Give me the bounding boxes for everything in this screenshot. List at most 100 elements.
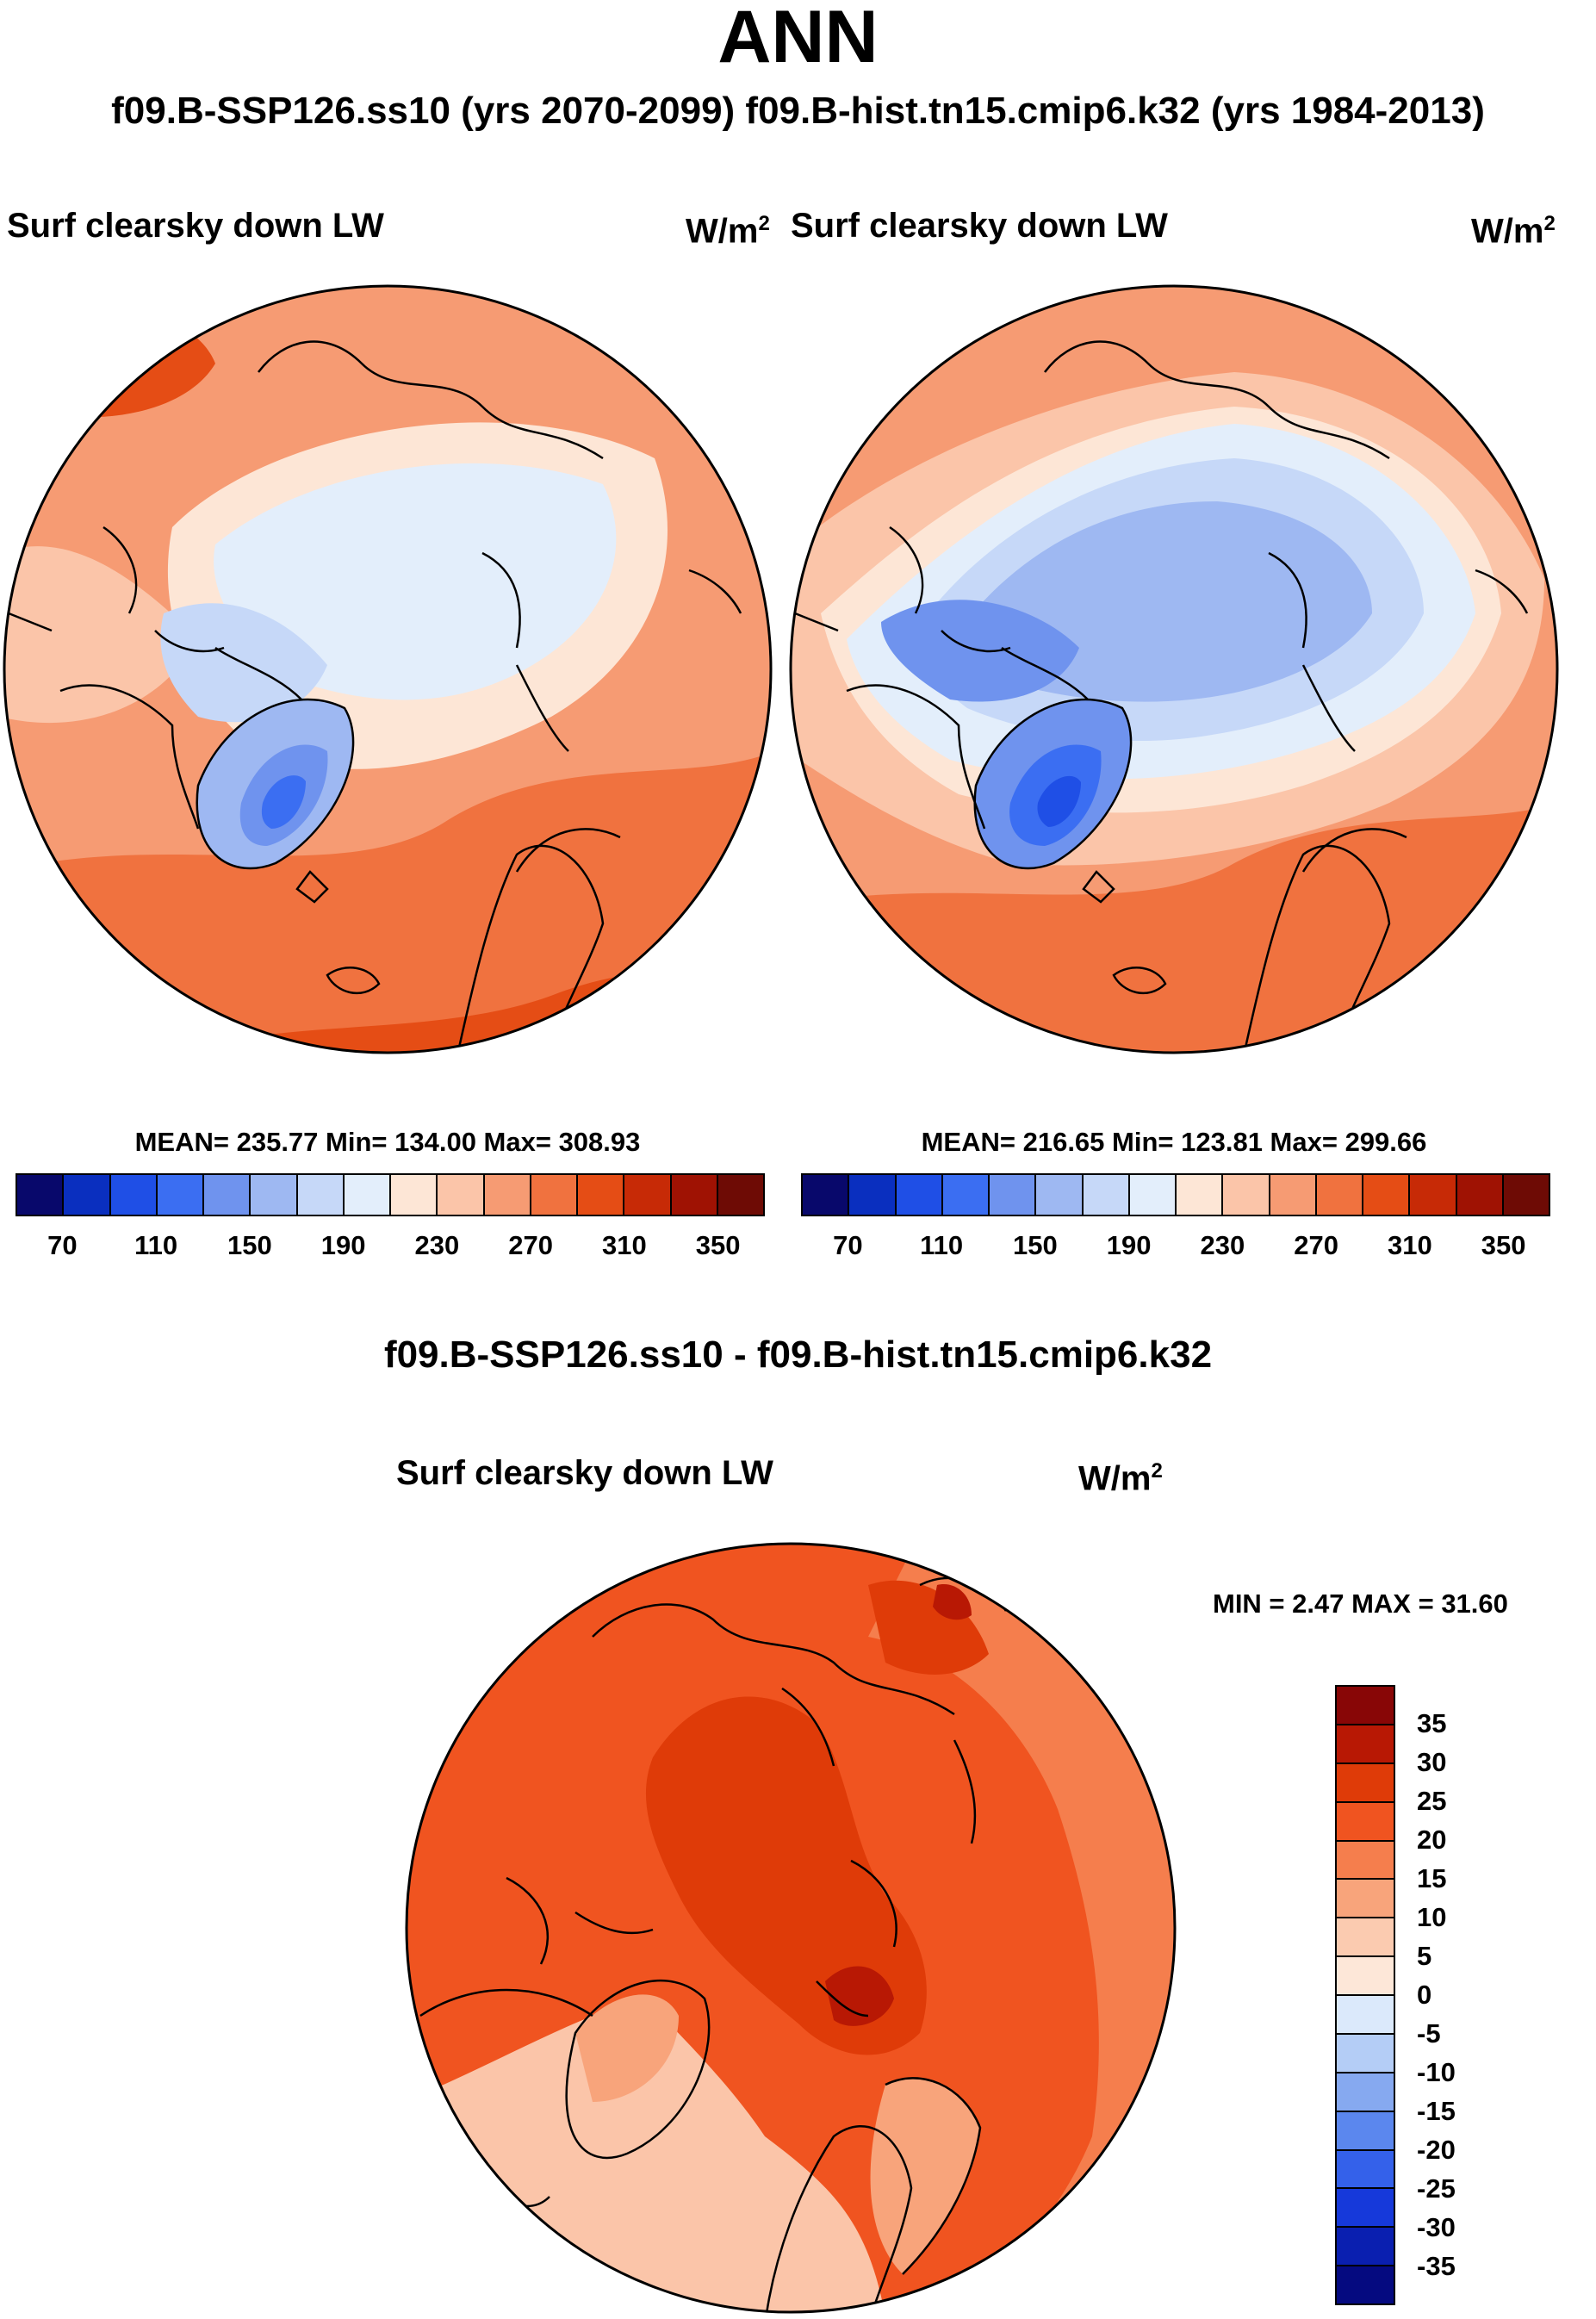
colorbar-tick-label: 270	[508, 1230, 553, 1260]
colorbar-tick-label: 150	[227, 1230, 272, 1260]
colorbar-cell	[1337, 1763, 1394, 1803]
colorbar-tick-label: 35	[1417, 1708, 1447, 1738]
coastlines	[419, 1576, 1008, 2312]
colorbar-cell	[1363, 1175, 1411, 1215]
coastlines	[794, 340, 1529, 1053]
colorbar-cell	[1083, 1175, 1130, 1215]
colorbar-tick-label: 0	[1417, 1980, 1432, 2010]
colorbar-cell	[204, 1175, 252, 1215]
diff-unit-label: W/m2	[1078, 1459, 1163, 1498]
colorbar-cell	[717, 1175, 763, 1215]
coastlines	[8, 340, 742, 1053]
colorbar-cell	[344, 1175, 391, 1215]
field-band-greenland-mild	[575, 1994, 679, 2102]
colorbar-cell	[1337, 1687, 1394, 1725]
field-band-max-kara	[825, 1966, 894, 2026]
colorbar-tick-label: 150	[1013, 1230, 1058, 1260]
colorbar-cell	[1337, 2189, 1394, 2229]
diff-colorbar	[1335, 1685, 1395, 2305]
colorbar-tick-label: -25	[1417, 2173, 1456, 2204]
colorbar-cell	[1456, 1175, 1504, 1215]
colorbar-cell	[1223, 1175, 1270, 1215]
colorbar-cell	[1337, 2266, 1394, 2303]
colorbar-tick-label: 350	[695, 1230, 741, 1260]
diff-stats: MIN = 2.47 MAX = 31.60	[1213, 1588, 1508, 1619]
colorbar-tick-label: 25	[1417, 1786, 1447, 1816]
colorbar-cell	[1337, 1841, 1394, 1881]
colorbar-tick-label: 20	[1417, 1825, 1447, 1855]
colorbar-cell	[110, 1175, 158, 1215]
colorbar-tick-label: -15	[1417, 2096, 1456, 2126]
colorbar-tick-label: 350	[1481, 1230, 1526, 1260]
right-polar-map	[789, 284, 1559, 1054]
field-band-moderate-east	[868, 1544, 1175, 2312]
colorbar-tick-label: -20	[1417, 2135, 1456, 2165]
left-polar-map	[3, 284, 773, 1054]
field-band-mild-west	[4, 546, 198, 724]
colorbar-tick-label: 70	[47, 1230, 78, 1260]
colorbar-cell	[1337, 1725, 1394, 1764]
colorbar-cell	[624, 1175, 672, 1215]
colorbar-cell	[17, 1175, 65, 1215]
left-colorbar	[16, 1173, 765, 1216]
map-boundary	[789, 284, 1559, 1054]
colorbar-tick-label: 190	[1106, 1230, 1152, 1260]
colorbar-cell	[1337, 1880, 1394, 1919]
colorbar-cell	[1177, 1175, 1224, 1215]
colorbar-cell	[1036, 1175, 1084, 1215]
colorbar-cell	[1503, 1175, 1549, 1215]
colorbar-tick-label: 230	[1200, 1230, 1245, 1260]
colorbar-cell	[1337, 1918, 1394, 1958]
colorbar-cell	[803, 1175, 850, 1215]
field-band-greenland-core	[1037, 775, 1081, 827]
colorbar-tick-label: 10	[1417, 1902, 1447, 1932]
right-unit-label: W/m2	[1471, 212, 1556, 251]
colorbar-cell	[896, 1175, 943, 1215]
field-band-cold-arctic	[214, 463, 617, 700]
main-title: ANN	[717, 0, 879, 78]
colorbar-cell	[531, 1175, 578, 1215]
field-band-strong-east-siberia	[868, 1580, 989, 1675]
right-variable-label: Surf clearsky down LW	[791, 207, 1168, 245]
colorbar-cell	[1337, 1996, 1394, 2035]
colorbar-tick-label: 70	[833, 1230, 863, 1260]
colorbar-tick-label: 310	[602, 1230, 647, 1260]
map-boundary	[3, 284, 773, 1054]
colorbar-cell	[391, 1175, 438, 1215]
colorbar-cell	[297, 1175, 345, 1215]
colorbar-tick-label: 190	[320, 1230, 366, 1260]
diff-variable-label: Surf clearsky down LW	[396, 1454, 773, 1492]
left-unit-label: W/m2	[686, 212, 770, 251]
colorbar-cell	[1337, 2150, 1394, 2190]
diff-colorbar-labels: 35 30 25 20 15 10 5 0 -5 -10 -15 -20 -25 -30 -35	[1417, 1685, 1520, 2305]
colorbar-cell	[1129, 1175, 1177, 1215]
left-stats: MEAN= 235.77 Min= 134.00 Max= 308.93	[134, 1127, 641, 1157]
colorbar-tick-label: 110	[920, 1230, 964, 1260]
subtitle: f09.B-SSP126.ss10 (yrs 2070-2099) f09.B-…	[111, 90, 1485, 132]
field-band-greenland-core	[261, 775, 306, 829]
colorbar-cell	[438, 1175, 485, 1215]
map-boundary	[405, 1542, 1177, 2314]
colorbar-tick-label: 230	[414, 1230, 460, 1260]
colorbar-tick-label: 5	[1417, 1941, 1432, 1971]
field-band-scandinavia-mild	[870, 2078, 980, 2274]
colorbar-tick-label: -10	[1417, 2057, 1456, 2087]
colorbar-tick-label: 310	[1388, 1230, 1432, 1260]
colorbar-cell	[1337, 2228, 1394, 2267]
field-band-strong-arctic	[645, 1696, 927, 2055]
right-colorbar-labels: 70 110 150 190 230 270 310 350	[801, 1230, 1550, 1265]
colorbar-cell	[942, 1175, 990, 1215]
colorbar-cell	[1337, 2111, 1394, 2151]
field-band-max-east-siberia	[933, 1584, 972, 1620]
diff-polar-map	[405, 1542, 1177, 2314]
colorbar-cell	[1410, 1175, 1457, 1215]
colorbar-cell	[1337, 1802, 1394, 1842]
colorbar-cell	[671, 1175, 718, 1215]
diff-title: f09.B-SSP126.ss10 - f09.B-hist.tn15.cmip…	[383, 1334, 1213, 1376]
colorbar-tick-label: 270	[1294, 1230, 1338, 1260]
colorbar-tick-label: -5	[1417, 2018, 1441, 2049]
colorbar-cell	[1337, 2073, 1394, 2112]
colorbar-tick-label: 30	[1417, 1747, 1447, 1777]
colorbar-cell	[251, 1175, 298, 1215]
colorbar-cell	[1316, 1175, 1363, 1215]
